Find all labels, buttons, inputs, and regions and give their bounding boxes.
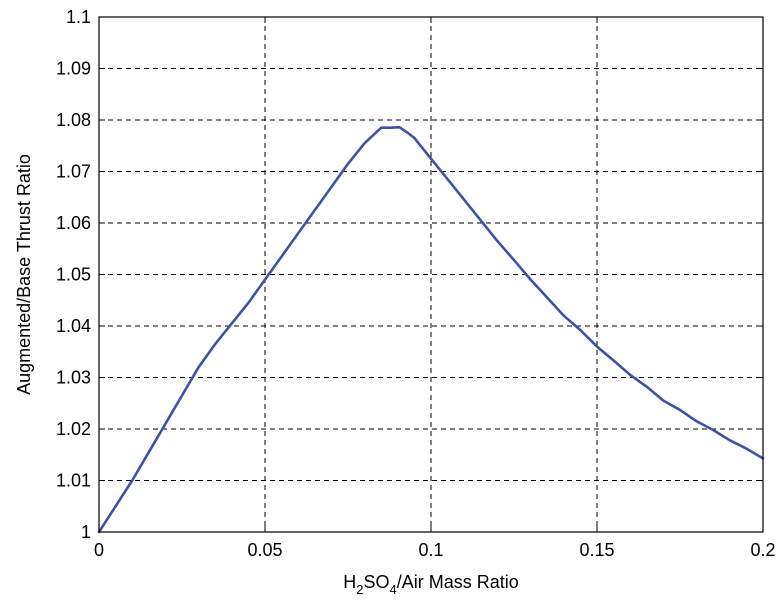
x-axis-label-part: H	[343, 572, 356, 592]
y-axis-label: Augmented/Base Thrust Ratio	[14, 154, 34, 395]
x-axis-label-part: SO	[363, 572, 389, 592]
y-tick-label: 1.09	[56, 59, 91, 79]
grid-lines	[99, 17, 763, 532]
axis-ticks: 0 0.05 0.1 0.15 0.2 1 1.01 1.02 1.03 1.04 1.05 1.06…	[56, 7, 776, 560]
x-tick-label: 0.15	[579, 540, 614, 560]
y-tick-label: 1.01	[56, 471, 91, 491]
series-line	[97, 125, 765, 534]
y-tick-label: 1.03	[56, 368, 91, 388]
y-tick-label: 1.02	[56, 419, 91, 439]
x-axis-label-part: 4	[389, 582, 396, 597]
y-tick-label: 1.05	[56, 265, 91, 285]
x-axis-label-part: 2	[356, 582, 363, 597]
x-axis-label: H2SO4/Air Mass Ratio	[343, 572, 519, 597]
axis-labels: H2SO4/Air Mass Ratio Augmented/Base Thru…	[14, 154, 519, 597]
x-tick-label: 0.1	[418, 540, 443, 560]
x-tick-label: 0.05	[247, 540, 282, 560]
y-tick-label: 1.06	[56, 213, 91, 233]
series-layer	[97, 125, 765, 534]
y-tick-label: 1.08	[56, 110, 91, 130]
x-tick-label: 0.2	[750, 540, 775, 560]
y-tick-label: 1.1	[66, 7, 91, 27]
y-tick-label: 1.04	[56, 316, 91, 336]
y-tick-label: 1.07	[56, 162, 91, 182]
x-axis-label-part: /Air Mass Ratio	[397, 572, 519, 592]
y-tick-label: 1	[81, 522, 91, 542]
x-tick-label: 0	[94, 540, 104, 560]
